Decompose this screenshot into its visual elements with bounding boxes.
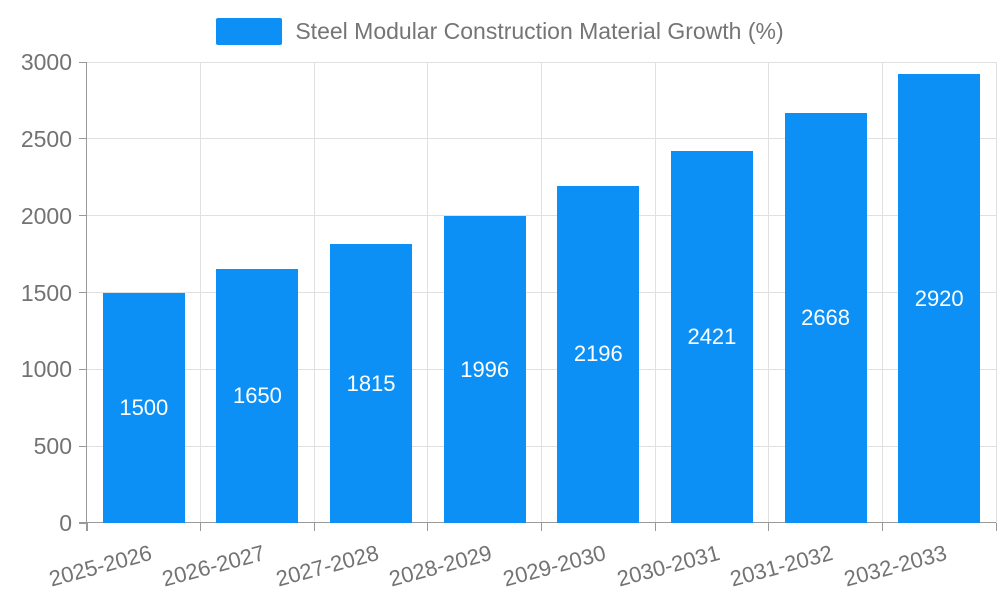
bar-value-label: 2668	[801, 305, 851, 330]
x-axis-tick	[654, 523, 656, 531]
y-axis-tick-label: 0	[59, 510, 72, 536]
y-axis-tick-label: 2500	[20, 125, 72, 152]
v-gridline	[541, 62, 542, 523]
x-axis-tick	[541, 523, 542, 531]
y-axis-tick	[79, 215, 87, 217]
y-axis-tick	[79, 368, 87, 370]
v-gridline	[313, 62, 315, 523]
bar-value-label: 1815	[346, 370, 396, 396]
y-axis-tick	[79, 61, 87, 63]
y-axis-tick-label: 3000	[20, 49, 72, 75]
bar-2027-2028: 1815	[330, 244, 413, 523]
x-axis-tick-label: 2026-2027	[159, 540, 268, 592]
x-axis-tick-label: 2031-2032	[727, 540, 836, 592]
y-axis-tick-label: 500	[33, 433, 72, 460]
y-axis-line	[86, 62, 87, 531]
x-axis-tick	[881, 523, 883, 531]
x-axis-tick	[427, 523, 429, 531]
x-axis-tick-label: 2029-2030	[500, 540, 609, 592]
bar-2026-2027: 1650	[216, 269, 299, 523]
bar-2028-2029: 1996	[443, 216, 526, 523]
bar-value-label: 1650	[232, 383, 282, 409]
bar-2025-2026: 1500	[102, 292, 185, 523]
x-axis-tick-label: 2028-2029	[386, 540, 495, 592]
y-axis-tick-label: 1000	[20, 356, 72, 383]
y-axis-tick	[79, 138, 87, 140]
y-axis-tick	[79, 292, 87, 293]
legend[interactable]: Steel Modular Construction Material Grow…	[0, 16, 1000, 46]
bar-value-label: 1996	[460, 356, 510, 382]
x-axis-tick	[995, 523, 997, 531]
bar-value-label: 2920	[914, 285, 964, 311]
x-axis-tick-label: 2027-2028	[273, 540, 382, 592]
x-axis-tick	[86, 523, 88, 531]
bar-2032-2033: 2920	[898, 74, 981, 523]
v-gridline	[200, 62, 202, 523]
v-gridline	[768, 62, 770, 523]
x-axis-tick-label: 2032-2033	[841, 540, 950, 592]
v-gridline	[995, 62, 997, 523]
x-axis-line	[79, 522, 996, 523]
y-axis-tick-label: 1500	[20, 279, 72, 306]
y-axis-tick	[79, 522, 87, 524]
legend-label: Steel Modular Construction Material Grow…	[295, 18, 784, 44]
v-gridline	[427, 62, 429, 523]
x-axis-tick	[200, 523, 202, 531]
bar-value-label: 2196	[573, 341, 623, 367]
v-gridline	[881, 62, 883, 523]
bar-2031-2032: 2668	[784, 113, 867, 523]
x-axis-tick	[768, 523, 770, 531]
v-gridline	[654, 62, 656, 523]
bar-2030-2031: 2421	[670, 150, 753, 523]
x-axis-tick-label: 2025-2026	[45, 540, 155, 592]
y-axis-tick	[79, 445, 87, 447]
bar-value-label: 2421	[687, 323, 737, 349]
x-axis-tick	[313, 523, 315, 531]
x-axis-tick-label: 2030-2031	[614, 540, 723, 592]
bar-2029-2030: 2196	[557, 185, 640, 523]
legend-swatch-icon	[216, 17, 283, 45]
bar-value-label: 1500	[119, 394, 169, 420]
y-axis-tick-label: 2000	[20, 202, 72, 229]
